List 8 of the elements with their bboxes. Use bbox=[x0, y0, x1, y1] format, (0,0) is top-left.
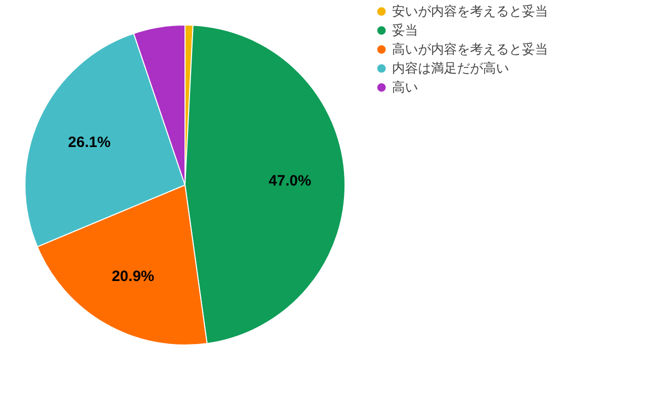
data-label: 47.0% bbox=[268, 172, 312, 190]
legend-label: 妥当 bbox=[392, 24, 418, 38]
legend-label: 高いが内容を考えると妥当 bbox=[392, 42, 548, 58]
data-label: 26.1% bbox=[68, 134, 111, 151]
legend-label: 内容は満足だが高い bbox=[392, 60, 509, 76]
legend-label: 高い bbox=[392, 80, 418, 96]
data-label: 20.9% bbox=[112, 268, 154, 286]
legend-label: 安いが内容を考えると妥当 bbox=[392, 4, 548, 20]
